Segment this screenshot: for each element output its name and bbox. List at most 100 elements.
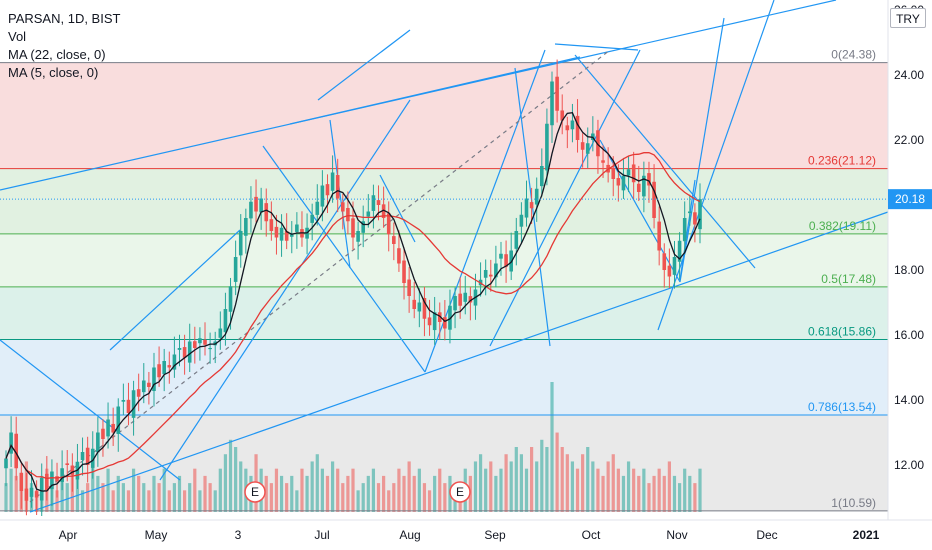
volume-bar xyxy=(473,461,478,512)
currency-badge[interactable]: TRY xyxy=(890,8,926,28)
candle xyxy=(677,232,682,280)
candle xyxy=(34,480,39,515)
candle-body xyxy=(437,312,442,322)
volume-bar xyxy=(484,468,488,512)
fib-label: 0.618(15.86) xyxy=(808,325,876,339)
candle-body xyxy=(647,173,651,186)
candle xyxy=(570,103,575,143)
candle-body xyxy=(560,110,565,121)
candle-body xyxy=(24,488,29,501)
volume-bar xyxy=(269,483,273,512)
candle-body xyxy=(310,214,314,223)
candle-body xyxy=(320,185,325,207)
candle-body xyxy=(519,214,524,227)
candle xyxy=(4,450,8,487)
volume-bar xyxy=(591,461,595,512)
candle-body xyxy=(249,201,253,219)
candle-body xyxy=(45,473,49,491)
volume-bar xyxy=(402,475,406,512)
candle-body xyxy=(65,463,70,465)
candle xyxy=(80,437,85,476)
candle xyxy=(264,188,269,237)
candle xyxy=(529,187,534,225)
volume-bar xyxy=(106,468,110,512)
x-tick-label: Nov xyxy=(666,528,687,542)
candle xyxy=(249,186,253,233)
candle-body xyxy=(182,347,187,358)
candle xyxy=(514,217,519,266)
candle xyxy=(121,383,126,416)
legend-ma5[interactable]: MA (5, close, 0) xyxy=(8,65,99,80)
candle xyxy=(9,416,13,468)
candle xyxy=(19,463,24,509)
earnings-marker[interactable]: E xyxy=(244,481,266,503)
candle xyxy=(96,417,100,467)
candle xyxy=(417,288,422,328)
legend-symbol[interactable]: PARSAN, 1D, BIST xyxy=(8,11,121,26)
candle xyxy=(381,186,386,228)
volume-bar xyxy=(183,490,187,512)
candle-body xyxy=(55,476,59,482)
volume-bar xyxy=(667,461,671,512)
candle-body xyxy=(254,196,258,212)
trendline-drawings[interactable] xyxy=(0,0,889,513)
volume-bar xyxy=(540,439,544,512)
candle xyxy=(335,158,340,213)
candle-body xyxy=(193,341,197,348)
volume-bar xyxy=(382,475,386,512)
candle xyxy=(494,245,498,288)
volume-bar xyxy=(688,475,692,512)
candle xyxy=(448,289,452,344)
candle-body xyxy=(269,219,274,231)
candle-body xyxy=(412,299,417,309)
candle-body xyxy=(60,468,64,482)
volume-bar xyxy=(356,490,360,512)
candle xyxy=(203,322,207,356)
candle-body xyxy=(152,367,156,392)
candle-body xyxy=(121,400,126,402)
ma22-line xyxy=(5,151,701,480)
volume-bar xyxy=(65,483,69,512)
fibonacci-levels xyxy=(0,62,888,512)
candle xyxy=(468,286,473,321)
volume-bar xyxy=(489,461,493,512)
candle xyxy=(422,286,427,337)
earnings-marker[interactable]: E xyxy=(449,481,471,503)
candle-body xyxy=(335,175,340,199)
candle xyxy=(560,94,565,135)
candle-body xyxy=(601,160,605,163)
candle xyxy=(402,247,406,300)
volume-bar xyxy=(637,475,641,512)
x-tick-label: Jul xyxy=(314,528,329,542)
volume-bar xyxy=(494,475,498,512)
fibonacci-labels: 0(24.38) 0.236(21.12) 0.382(19.11) 0.5(17.4… xyxy=(808,48,876,510)
volume-bar xyxy=(75,475,80,512)
candle-body xyxy=(131,390,136,418)
volume-bar xyxy=(530,447,534,512)
volume-bar xyxy=(300,468,304,512)
candle-body xyxy=(167,365,172,368)
volume-bar xyxy=(652,475,656,512)
candle xyxy=(85,436,90,483)
volume-bar xyxy=(330,461,335,512)
candle-body xyxy=(50,471,54,490)
volume-bar xyxy=(228,439,233,512)
legend-ma22[interactable]: MA (22, close, 0) xyxy=(8,47,106,62)
candle xyxy=(147,371,151,405)
candle-body xyxy=(652,181,656,218)
candle-body xyxy=(494,263,498,278)
volume-bar xyxy=(295,490,299,512)
trendline xyxy=(262,145,426,373)
candle xyxy=(111,407,115,446)
candle-body xyxy=(524,198,529,218)
candle-body xyxy=(682,218,687,242)
volume-bar xyxy=(147,490,151,512)
x-tick-label: 3 xyxy=(235,528,242,542)
legend-volume[interactable]: Vol xyxy=(8,29,27,44)
volume-bar xyxy=(218,468,222,512)
y-tick-label: 22.00 xyxy=(894,133,924,147)
candle xyxy=(315,184,320,226)
